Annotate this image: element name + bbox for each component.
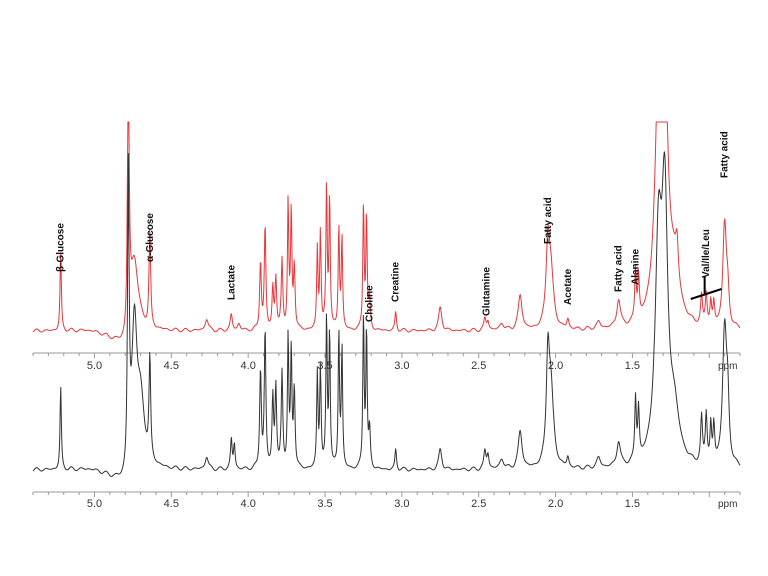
peak-label: Choline bbox=[365, 285, 376, 322]
top-tick-label: 5.0 bbox=[87, 360, 102, 372]
peak-label: Val/Ile/Leu bbox=[701, 229, 712, 278]
top-tick-label: 1.5 bbox=[625, 360, 640, 372]
top-tick-label: 2.0 bbox=[548, 360, 563, 372]
top-tick-label: 4.5 bbox=[164, 360, 179, 372]
peak-label: Creatine bbox=[391, 262, 402, 302]
peak-label: Acetate bbox=[563, 268, 574, 305]
peak-label: Fatty acid bbox=[543, 197, 554, 244]
top-tick-label: 2.5 bbox=[471, 360, 486, 372]
val-ile-leu-bracket bbox=[690, 288, 722, 300]
bottom-tick-label: 3.5 bbox=[317, 498, 332, 510]
peak-label: Fatty acid bbox=[614, 245, 625, 292]
peak-label: Glutamine bbox=[481, 267, 492, 316]
bottom-axis-unit-label: ppm bbox=[718, 499, 737, 510]
peak-annotations: β-Glucose α-Glucose Lactate Choline Creatine… bbox=[56, 131, 731, 322]
top-spectrum-line bbox=[32, 121, 741, 340]
bottom-spectrum-panel: 5.0 4.5 4.0 3.5 3.0 2.5 2.0 1.5 ppm bbox=[32, 151, 741, 510]
bottom-tick-label: 1.5 bbox=[625, 498, 640, 510]
top-spectrum-panel: 5.0 4.5 4.0 3.5 3.0 2.5 2.0 1.5 ppm bbox=[32, 121, 741, 372]
peak-label: β-Glucose bbox=[56, 223, 67, 272]
bottom-tick-label: 4.5 bbox=[164, 498, 179, 510]
bottom-tick-label: 3.0 bbox=[394, 498, 409, 510]
bottom-spectrum-line bbox=[32, 151, 741, 477]
top-tick-label: 4.0 bbox=[241, 360, 256, 372]
bottom-tick-label: 2.0 bbox=[548, 498, 563, 510]
peak-label: Fatty acid bbox=[720, 131, 731, 178]
peak-label: Lactate bbox=[226, 265, 237, 300]
bottom-tick-label: 2.5 bbox=[471, 498, 486, 510]
peak-label: α-Glucose bbox=[145, 213, 156, 262]
peak-label: Alanine bbox=[630, 248, 641, 285]
bottom-tick-label: 5.0 bbox=[87, 498, 102, 510]
bottom-tick-label: 4.0 bbox=[241, 498, 256, 510]
top-tick-label: 3.0 bbox=[394, 360, 409, 372]
